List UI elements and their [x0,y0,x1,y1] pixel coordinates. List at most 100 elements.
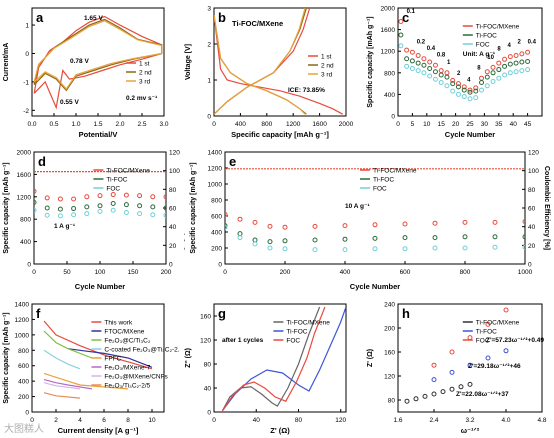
y-tick-label: 0 [27,262,31,269]
y2-tick-label: 120 [528,150,539,157]
data-point [110,207,116,213]
x-tick-label: 1.6 [393,417,402,424]
data-point [44,195,50,201]
x-tick-label: 30 [481,121,489,128]
data-point [432,69,438,75]
data-point [137,211,143,217]
data-point [461,84,467,90]
x-tick-label: 40 [510,121,518,128]
data-point [502,56,508,62]
unit-label: Unit: A g⁻¹ [463,51,495,58]
x-tick-label: 45 [524,121,532,128]
x-tick-label: 15 [438,121,446,128]
x-tick-label: 1600 [312,121,327,128]
y-tick-label: 120 [384,374,395,381]
series-line [221,306,326,412]
data-point [522,244,525,250]
data-point [57,196,63,202]
rate-label: 2 [518,40,522,46]
x-tick-label: 3.0 [159,121,168,128]
data-point [492,219,498,225]
x-tick-label: 2000 [339,121,354,128]
x-tick-label: 100 [95,269,106,276]
data-point [473,95,479,101]
panel-g: g 0 40 80 120 0 40 80 120 160 Z' (Ω) Z'' (Ω) Ti-FOC/… [185,303,347,435]
y-axis-label: Voltage [V] [185,44,192,80]
y-tick-label: 800 [18,348,29,355]
y-tick-label: 400 [20,239,31,246]
data-point [225,223,228,229]
y-tick-label: 0 [207,114,211,121]
data-point [519,51,525,57]
data-point [492,234,498,240]
data-point [438,80,444,86]
data-point [519,59,525,65]
data-point [404,47,410,53]
data-point [44,212,50,218]
y2-tick-label: 120 [169,150,180,157]
data-point [462,219,468,225]
legend-label: C-coated Fe₂O₃@Ti₃C₂-2.5 [104,347,180,354]
data-point [421,56,427,62]
data-point [503,348,509,354]
data-point [267,223,273,229]
y-tick-label: 160 [200,314,211,321]
data-point [282,238,288,244]
annotation: 0.78 V [70,58,89,65]
legend-label: 1 st [321,54,332,61]
series-line [214,15,343,115]
series-line [67,348,153,368]
rate-label: 10 [487,55,494,61]
annotation: 0.2 mv s⁻¹ [126,95,157,102]
legend-label: FOC [106,186,120,193]
y-tick-label: 0 [25,51,29,58]
y-tick-label: 400 [384,92,395,99]
series-line [43,349,81,370]
data-point [237,231,243,237]
data-point [496,75,502,81]
x-tick-label: 10 [148,417,156,424]
data-point [444,74,450,80]
y-tick-label: 2000 [381,6,396,13]
data-point [150,212,156,218]
rate-label: 0.8 [437,53,446,59]
legend-label: Ti-FOC [476,329,497,336]
y-tick-label: 1000 [15,332,30,339]
data-point [525,58,531,64]
x-tick-label: 0 [212,417,216,424]
data-point [427,59,433,65]
x-tick-label: 1.0 [71,121,80,128]
legend-label: Ti-FOC/MXene [106,168,150,175]
data-point [455,91,461,97]
y-tick-label: 400 [211,230,222,237]
data-point [421,70,427,76]
y2-tick-label: 100 [169,168,180,175]
rate-label: 8 [497,47,501,53]
data-point [450,88,456,94]
x-tick-label: 20 [452,121,460,128]
x-tick-label: 4.8 [537,417,546,424]
data-point [473,88,479,94]
panel-b: b 0 400 800 1200 1600 2000 0 1 2 3 Specific capacit… [185,6,354,140]
y-tick-label: 1400 [15,302,30,309]
data-point [372,246,378,252]
data-point [522,234,525,240]
legend-label: 3 rd [139,79,151,86]
y2-tick-label: 80 [528,187,536,194]
x-tick-label: 400 [340,269,351,276]
data-point [422,393,428,399]
series-line [43,382,81,390]
data-point [490,64,496,70]
panel-c: c 0 5 10 15 20 25 30 35 40 45 0 400 800 1200 1600 2000 Cy… [367,6,543,139]
data-point [34,188,37,194]
y-tick-label: 400 [18,379,29,386]
plot-area [33,15,163,110]
data-point [398,32,404,38]
legend-label: 1 st [139,61,150,68]
y-tick-label: 3 [207,6,211,13]
y-tick-label: 1 [207,78,211,85]
x-tick-label: 80 [295,417,303,424]
plot-area [404,307,509,404]
x-tick-label: 8 [126,417,130,424]
data-point [522,219,525,225]
